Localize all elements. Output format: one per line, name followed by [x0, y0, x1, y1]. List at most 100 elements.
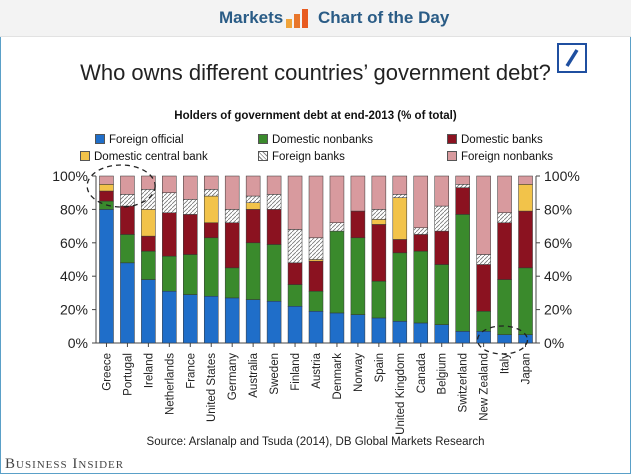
bar-segment — [497, 175, 512, 213]
bar-segment — [224, 209, 240, 224]
highlight-ellipse — [476, 325, 529, 355]
bar-segment — [266, 175, 282, 195]
legend-label: Domestic nonbanks — [272, 134, 373, 146]
bar-segment — [392, 252, 408, 322]
bar-segment — [183, 254, 198, 295]
chart-subtitle: Holders of government debt at end-2013 (… — [174, 110, 457, 122]
bar-segment — [371, 224, 387, 282]
bar-segment — [308, 237, 324, 260]
bar-segment — [245, 175, 261, 197]
bar-segment — [308, 259, 324, 262]
bar-segment — [476, 254, 491, 265]
y-tick-label-right: 40% — [544, 268, 572, 284]
y-tick-label-right: 60% — [544, 235, 572, 251]
bar-segment — [183, 175, 198, 200]
bar-segment — [203, 237, 219, 297]
bar-segment — [455, 331, 470, 344]
bar-segment — [413, 322, 429, 344]
bar-segment — [141, 279, 156, 344]
bar-segment — [497, 212, 512, 224]
bar-segment — [99, 175, 114, 185]
x-tick-label: United Kingdom — [395, 353, 407, 435]
bar-segment — [287, 306, 303, 344]
bar-segment — [434, 324, 449, 344]
bar-segment — [99, 190, 114, 202]
bar-segment — [476, 311, 491, 332]
bar-segment — [392, 194, 408, 198]
bar-segment — [329, 312, 345, 344]
bar-segment — [518, 334, 533, 344]
y-tick-label-left: 0% — [68, 335, 88, 351]
bar-segment — [141, 250, 156, 280]
legend-item: Foreign nonbanks — [447, 151, 553, 163]
y-tick-label-right: 20% — [544, 302, 572, 318]
bar-segment — [287, 262, 303, 285]
bar-segment — [371, 317, 387, 344]
bar-segment — [224, 175, 240, 210]
source-note: Source: Arslanalp and Tsuda (2014), DB G… — [146, 436, 485, 448]
x-tick-label: Belgium — [437, 353, 449, 395]
y-tick-label-right: 80% — [544, 201, 572, 217]
brand-logo: Business Insider — [5, 456, 125, 472]
x-tick-label: Greece — [101, 353, 113, 391]
bar-segment — [455, 184, 470, 188]
bar-segment — [162, 212, 177, 257]
bar-segment — [497, 334, 512, 344]
x-tick-label: Canada — [416, 352, 428, 393]
bar-segment — [183, 199, 198, 215]
bar-segment — [183, 294, 198, 344]
bar-segment — [141, 235, 156, 252]
bar-segment — [518, 210, 533, 269]
bar-segment — [434, 264, 449, 325]
y-tick-label-left: 20% — [60, 302, 88, 318]
bar-segment — [245, 202, 261, 210]
bar-segment — [392, 197, 408, 240]
bar-segment — [245, 242, 261, 300]
bar-segment — [371, 209, 387, 220]
legend-swatch — [258, 151, 268, 161]
x-tick-label: Italy — [500, 353, 512, 374]
bar-segment — [497, 222, 512, 280]
bar-segment — [371, 280, 387, 319]
bar-segment — [162, 175, 177, 193]
x-tick-label: France — [185, 353, 197, 389]
bar-segment — [245, 299, 261, 344]
legend-label: Domestic central bank — [94, 151, 208, 163]
bar-segment — [392, 175, 408, 195]
bar-segment — [350, 314, 366, 344]
bar-segment — [350, 175, 366, 212]
bar-segment — [476, 175, 491, 255]
bar-segment — [120, 194, 135, 207]
bar-segment — [518, 175, 533, 185]
x-tick-label: New Zealand — [479, 353, 491, 421]
bar-segment — [162, 255, 177, 292]
bar-segment — [455, 187, 470, 215]
bar-segment — [392, 239, 408, 254]
bar-segment — [434, 230, 449, 265]
bar-segment — [329, 230, 345, 314]
x-tick-label: Japan — [521, 353, 533, 384]
bar-segment — [287, 175, 303, 230]
legend-label: Foreign nonbanks — [461, 151, 554, 163]
bar-segment — [162, 192, 177, 213]
bar-segment — [120, 205, 135, 235]
bar-segment — [203, 222, 219, 239]
bar-segment — [120, 262, 135, 344]
legend-label: Foreign banks — [272, 151, 345, 163]
bar-segment — [183, 214, 198, 255]
bar-segment — [371, 175, 387, 210]
bar-segment — [99, 209, 114, 344]
y-tick-label-left: 100% — [52, 168, 88, 184]
header-bar — [0, 0, 631, 37]
bar-segment — [308, 175, 324, 239]
bar-segment — [434, 205, 449, 232]
bar-segment — [308, 260, 324, 292]
bar-segment — [266, 301, 282, 344]
bar-segment — [518, 267, 533, 335]
bar-segment — [392, 321, 408, 344]
bar-segment — [413, 234, 429, 252]
bar-segment — [266, 244, 282, 302]
y-tick-label-left: 60% — [60, 235, 88, 251]
bar-segment — [224, 267, 240, 299]
bar-segment — [203, 189, 219, 197]
